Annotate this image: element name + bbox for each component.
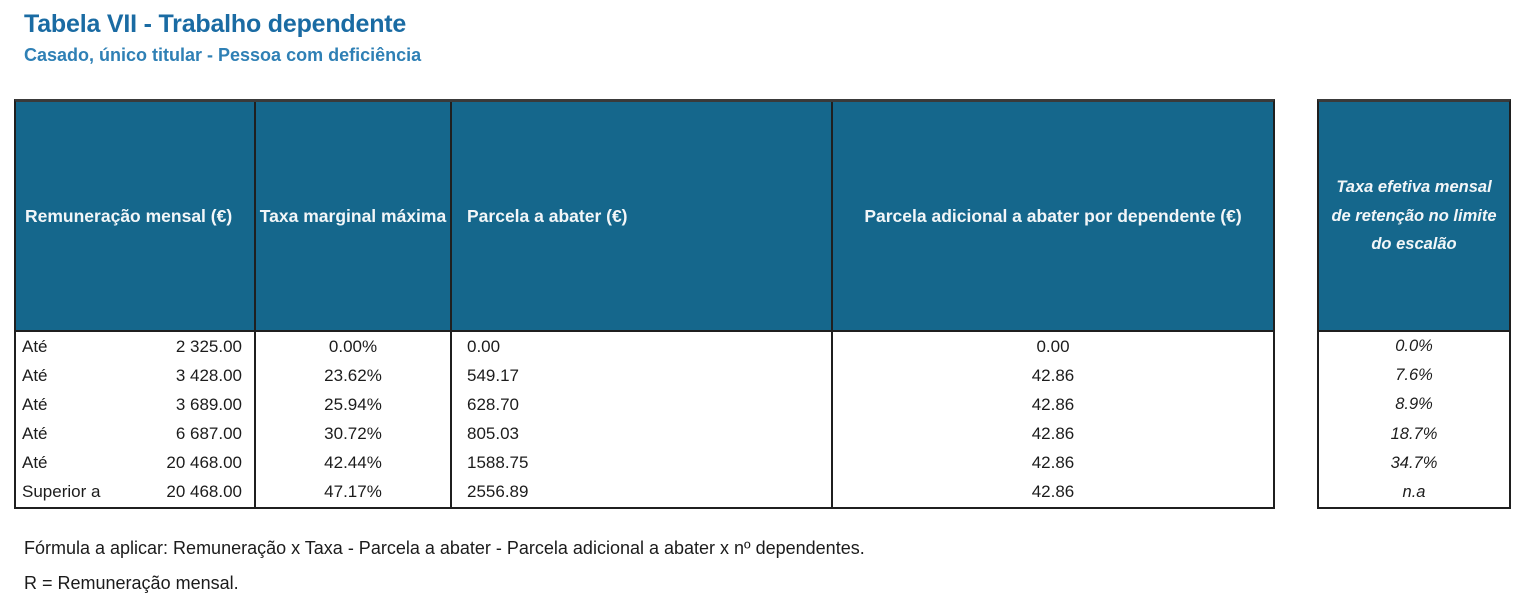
row-threshold-prefix: Superior a [22,482,101,502]
cell-taxa-marginal: 42.44% [256,448,452,478]
row-threshold-prefix: Até [22,394,48,414]
table-row: Até 2 325.00 0.00% 0.00 0.00 [16,332,1273,362]
effective-rate-value: 8.9% [1395,395,1433,414]
row-threshold-limit: 20 468.00 [166,482,242,502]
cell-parcela-abater: 2556.89 [452,477,833,508]
cell-remuneracao: Até 2 325.00 [16,332,256,362]
column-header-taxa-marginal: Taxa marginal máxima [256,102,452,330]
row-threshold-limit: 3 428.00 [175,365,242,385]
effective-rate-value: n.a [1402,482,1426,501]
cell-remuneracao: Até 6 687.00 [16,419,256,449]
effective-rate-value: 0.0% [1395,337,1433,356]
row-threshold-limit: 2 325.00 [175,336,242,356]
cell-parcela-abater: 0.00 [452,332,833,362]
row-threshold-limit: 20 468.00 [166,453,242,473]
cell-taxa-marginal: 23.62% [256,361,452,391]
cell-parcela-abater: 805.03 [452,419,833,449]
cell-remuneracao: Até 3 428.00 [16,361,256,391]
tax-table-body: Até 2 325.00 0.00% 0.00 0.00 Até 3 428.0… [16,332,1273,508]
cell-remuneracao: Até 20 468.00 [16,448,256,478]
effective-rate-table: Taxa efetiva mensal de retenção no limit… [1317,99,1511,509]
cell-parcela-adicional: 42.86 [1031,424,1075,444]
cell-taxa-marginal: 0.00% [256,332,452,362]
effective-rate-body: 0.0% 7.6% 8.9% 18.7% 34.7% n.a [1319,332,1509,507]
page-subtitle: Casado, único titular - Pessoa com defic… [24,45,422,65]
cell-parcela-adicional: 42.86 [1031,453,1075,473]
table-row: Até 3 428.00 23.62% 549.17 42.86 [16,361,1273,391]
formula-note: Fórmula a aplicar: Remuneração x Taxa - … [24,538,865,558]
column-header-parcela-adicional: Parcela adicional a abater por dependent… [864,205,1242,226]
cell-taxa-marginal: 25.94% [256,390,452,420]
cell-parcela-adicional: 42.86 [1031,365,1075,385]
row-threshold-prefix: Até [22,453,48,473]
cell-parcela-abater: 549.17 [452,361,833,391]
row-threshold-prefix: Até [22,365,48,385]
column-header-parcela-abater: Parcela a abater (€) [452,102,833,330]
column-header-taxa-efetiva: Taxa efetiva mensal de retenção no limit… [1319,102,1509,332]
cell-taxa-marginal: 30.72% [256,419,452,449]
effective-rate-value: 18.7% [1390,424,1438,443]
effective-rate-value: 7.6% [1395,366,1433,385]
cell-parcela-abater: 628.70 [452,390,833,420]
table-row: Superior a 20 468.00 47.17% 2556.89 42.8… [16,477,1273,508]
tax-table-header: Remuneração mensal (€) Taxa marginal máx… [16,102,1273,332]
row-threshold-limit: 3 689.00 [175,394,242,414]
cell-taxa-marginal: 47.17% [256,477,452,508]
row-threshold-limit: 6 687.00 [175,424,242,444]
remuneration-note: R = Remuneração mensal. [24,573,239,593]
row-threshold-prefix: Até [22,336,48,356]
effective-rate-value: 34.7% [1390,453,1438,472]
table-row: Até 20 468.00 42.44% 1588.75 42.86 [16,448,1273,478]
cell-remuneracao: Superior a 20 468.00 [16,477,256,508]
cell-parcela-adicional: 0.00 [1036,336,1070,356]
page-title: Tabela VII - Trabalho dependente [24,10,407,38]
row-threshold-prefix: Até [22,424,48,444]
table-row: Até 3 689.00 25.94% 628.70 42.86 [16,390,1273,420]
cell-parcela-abater: 1588.75 [452,448,833,478]
column-header-remuneracao-mensal: Remuneração mensal (€) [16,102,256,330]
tax-table: Remuneração mensal (€) Taxa marginal máx… [14,99,1275,509]
cell-parcela-adicional: 42.86 [1031,394,1075,414]
cell-remuneracao: Até 3 689.00 [16,390,256,420]
table-row: Até 6 687.00 30.72% 805.03 42.86 [16,419,1273,449]
cell-parcela-adicional: 42.86 [1031,482,1075,502]
